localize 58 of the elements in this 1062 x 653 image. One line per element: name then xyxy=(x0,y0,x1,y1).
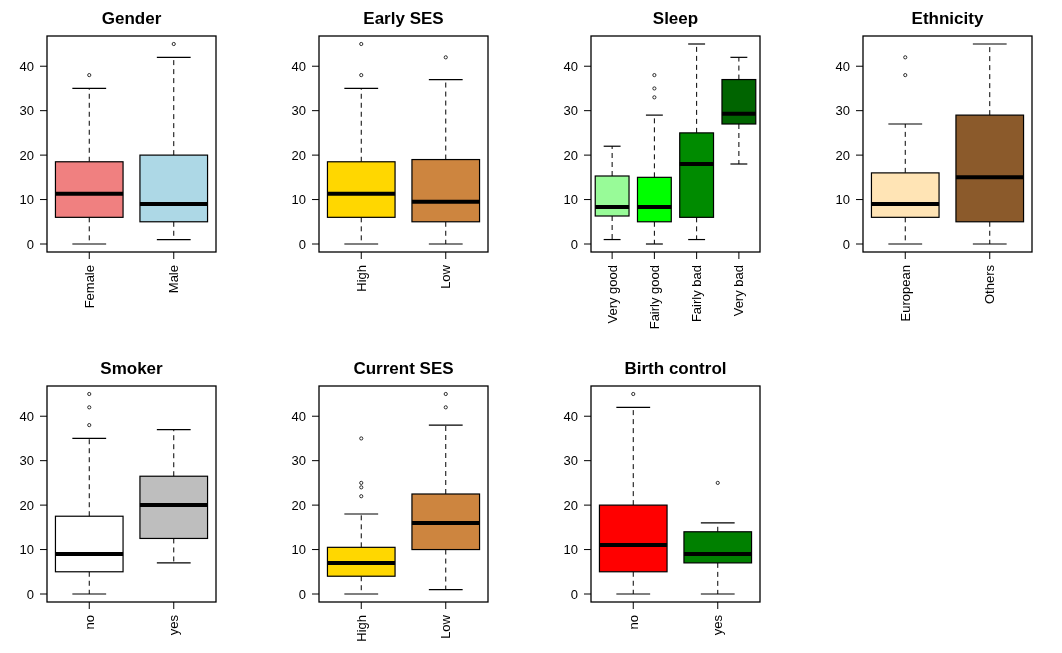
y-tick-label: 20 xyxy=(19,497,34,513)
y-tick-label: 10 xyxy=(563,192,578,208)
y-tick-label: 20 xyxy=(291,147,306,163)
x-tick-label: no xyxy=(81,615,97,630)
y-tick-label: 20 xyxy=(563,147,578,163)
x-tick-label: Others xyxy=(982,264,998,305)
y-tick-label: 10 xyxy=(835,192,850,208)
y-tick-label: 40 xyxy=(291,58,306,74)
y-tick-label: 40 xyxy=(291,408,306,424)
y-tick-label: 20 xyxy=(291,497,306,513)
y-tick-label: 10 xyxy=(563,542,578,558)
x-tick-label: Very bad xyxy=(731,265,747,317)
y-tick-label: 30 xyxy=(835,103,850,119)
y-tick-label: 0 xyxy=(570,586,578,602)
y-tick-label: 40 xyxy=(563,408,578,424)
x-tick-label: High xyxy=(353,615,369,642)
x-tick-label: Female xyxy=(81,265,97,309)
x-tick-label: Fairly good xyxy=(646,265,662,330)
y-tick-label: 30 xyxy=(291,103,306,119)
y-tick-label: 0 xyxy=(570,236,578,252)
chart-title: Early SES xyxy=(363,9,444,28)
x-tick-label: Fairly bad xyxy=(689,265,705,323)
y-tick-label: 30 xyxy=(563,103,578,119)
y-tick-label: 0 xyxy=(298,586,306,602)
y-tick-label: 40 xyxy=(835,58,850,74)
chart-title: Gender xyxy=(101,9,162,28)
y-tick-label: 40 xyxy=(19,408,34,424)
x-tick-label: yes xyxy=(710,614,726,636)
x-tick-label: Very good xyxy=(604,265,620,324)
y-tick-label: 10 xyxy=(19,542,34,558)
x-tick-label: Male xyxy=(166,265,182,294)
x-tick-label: European xyxy=(897,265,913,322)
y-tick-label: 0 xyxy=(842,236,850,252)
y-tick-label: 20 xyxy=(19,147,34,163)
chart-title: Current SES xyxy=(353,359,454,378)
chart-title: Birth control xyxy=(624,359,727,378)
y-tick-label: 30 xyxy=(291,453,306,469)
y-tick-label: 10 xyxy=(291,192,306,208)
y-tick-label: 30 xyxy=(19,453,34,469)
x-tick-label: Low xyxy=(438,264,454,289)
chart-title: Sleep xyxy=(652,9,699,28)
y-tick-label: 20 xyxy=(563,497,578,513)
chart-title: Ethnicity xyxy=(911,9,984,28)
x-tick-label: Low xyxy=(438,614,454,639)
x-tick-label: High xyxy=(353,265,369,292)
y-tick-label: 40 xyxy=(19,58,34,74)
y-tick-label: 30 xyxy=(19,103,34,119)
chart-title: Smoker xyxy=(100,359,164,378)
y-tick-label: 40 xyxy=(563,58,578,74)
y-tick-label: 10 xyxy=(19,192,34,208)
y-tick-label: 0 xyxy=(298,236,306,252)
y-tick-label: 30 xyxy=(563,453,578,469)
y-tick-label: 0 xyxy=(26,236,34,252)
x-tick-label: no xyxy=(625,615,641,630)
x-tick-label: yes xyxy=(166,614,182,636)
y-tick-label: 0 xyxy=(26,586,34,602)
y-tick-label: 10 xyxy=(291,542,306,558)
y-tick-label: 20 xyxy=(835,147,850,163)
